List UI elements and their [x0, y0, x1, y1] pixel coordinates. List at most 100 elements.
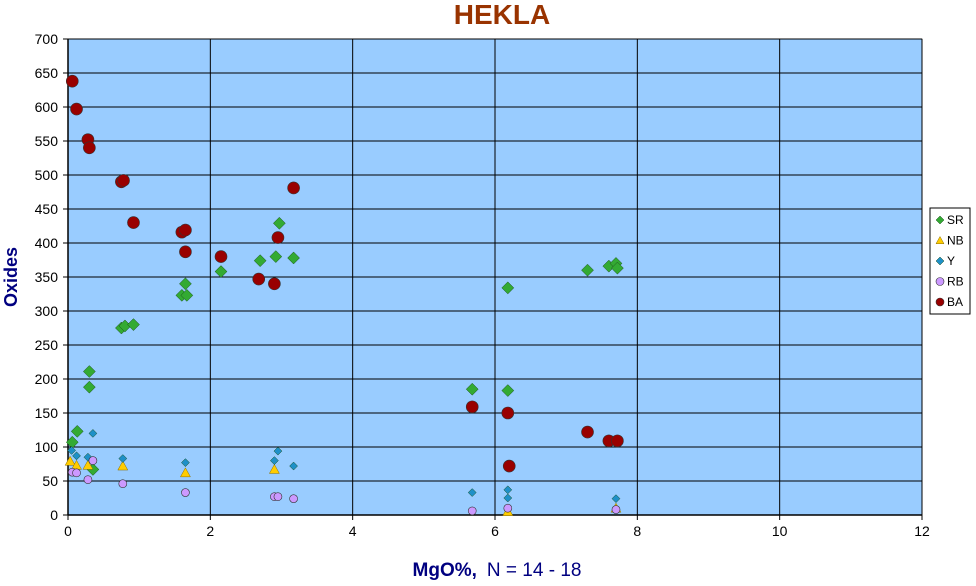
point-sr — [127, 318, 140, 331]
legend-label-y: Y — [947, 254, 955, 268]
point-y — [181, 458, 190, 467]
legend: SR NB Y RB BA — [929, 207, 971, 315]
series-y — [67, 429, 621, 504]
point-sr — [273, 216, 286, 230]
point-rb — [72, 468, 81, 478]
x-tick-label: 0 — [64, 523, 72, 539]
chart-title: HEKLA — [454, 0, 550, 30]
point-ba — [83, 141, 96, 155]
point-rb — [88, 456, 98, 465]
x-tick-label: 10 — [772, 523, 788, 539]
y-tick-label: 450 — [35, 201, 59, 217]
point-ba — [179, 245, 192, 259]
axes — [63, 38, 923, 520]
point-ba — [501, 406, 515, 420]
y-tick-label: 300 — [35, 303, 59, 319]
point-rb — [289, 494, 298, 503]
y-tick-label: 150 — [35, 405, 59, 421]
point-ba — [252, 272, 266, 286]
point-rb — [467, 506, 477, 516]
legend-label-nb: NB — [947, 234, 964, 248]
point-ba — [65, 74, 79, 88]
point-ba — [268, 277, 281, 291]
point-nb — [117, 460, 129, 471]
y-tick-labels: 0 50 100 150 200 250 300 350 400 450 500 550 600 650 7… — [35, 31, 59, 523]
legend-marker-y — [935, 256, 945, 266]
y-tick-label: 50 — [42, 473, 58, 489]
point-y — [88, 429, 98, 438]
point-y — [503, 493, 513, 503]
point-nb — [180, 467, 191, 478]
series-rb — [67, 456, 621, 516]
series-sr — [65, 216, 624, 476]
y-tick-label: 200 — [35, 371, 59, 387]
y-tick-label: 700 — [35, 31, 59, 47]
point-sr — [82, 380, 96, 394]
x-axis-label: MgO%, N = 14 - 18 — [413, 560, 582, 581]
point-sr — [253, 254, 267, 268]
point-y — [270, 456, 279, 465]
point-rb — [611, 505, 621, 514]
y-tick-label: 500 — [35, 167, 59, 183]
point-ba — [287, 181, 300, 195]
point-ba — [117, 174, 130, 187]
x-tick-label: 4 — [349, 523, 357, 539]
point-ba — [70, 102, 83, 116]
y-tick-label: 100 — [35, 439, 59, 455]
x-tick-label: 6 — [491, 523, 499, 539]
point-rb — [118, 479, 128, 489]
x-tick-label: 12 — [914, 523, 930, 539]
point-y — [611, 494, 621, 504]
series-ba — [65, 74, 624, 473]
point-y — [118, 454, 128, 463]
point-ba — [465, 400, 479, 414]
point-sr — [611, 261, 624, 275]
point-rb — [503, 503, 513, 513]
legend-marker-ba — [935, 297, 945, 307]
gridlines — [68, 38, 923, 515]
y-tick-label: 250 — [35, 337, 59, 353]
point-sr — [269, 250, 283, 263]
point-sr — [82, 365, 96, 378]
y-tick-label: 400 — [35, 235, 59, 251]
y-tick-label: 650 — [35, 65, 59, 81]
legend-marker-nb — [935, 235, 945, 244]
legend-label-sr: SR — [947, 213, 964, 227]
x-tick-labels: 0 2 4 6 8 10 12 — [64, 523, 930, 539]
data-points — [64, 74, 624, 516]
point-sr — [287, 251, 300, 265]
point-y — [289, 461, 298, 471]
y-tick-label: 550 — [35, 133, 59, 149]
point-nb — [82, 459, 94, 470]
x-tick-label: 2 — [206, 523, 214, 539]
point-ba — [271, 231, 285, 244]
legend-label-rb: RB — [947, 275, 964, 289]
point-y — [273, 446, 283, 456]
point-sr — [465, 382, 479, 396]
x-axis-label-main: MgO%, — [413, 560, 477, 581]
point-y — [72, 451, 81, 461]
legend-marker-rb — [935, 277, 945, 286]
point-sr — [501, 384, 515, 397]
legend-label-ba: BA — [947, 295, 963, 309]
point-sr — [581, 263, 594, 277]
point-y — [467, 488, 477, 497]
point-nb — [64, 455, 76, 466]
point-y — [67, 446, 76, 455]
y-tick-label: 350 — [35, 269, 59, 285]
x-tick-label: 8 — [633, 523, 641, 539]
point-nb — [268, 463, 280, 474]
point-rb — [83, 475, 93, 484]
legend-marker-sr — [935, 215, 945, 225]
point-sr — [501, 281, 515, 295]
point-ba — [127, 216, 140, 229]
y-axis-label: Oxides — [1, 247, 21, 307]
point-sr — [180, 289, 194, 302]
y-tick-label: 600 — [35, 99, 59, 115]
point-sr — [70, 425, 84, 438]
point-sr — [214, 265, 228, 278]
point-rb — [273, 492, 283, 501]
x-axis-label-note: N = 14 - 18 — [487, 560, 582, 581]
point-rb — [181, 488, 190, 497]
